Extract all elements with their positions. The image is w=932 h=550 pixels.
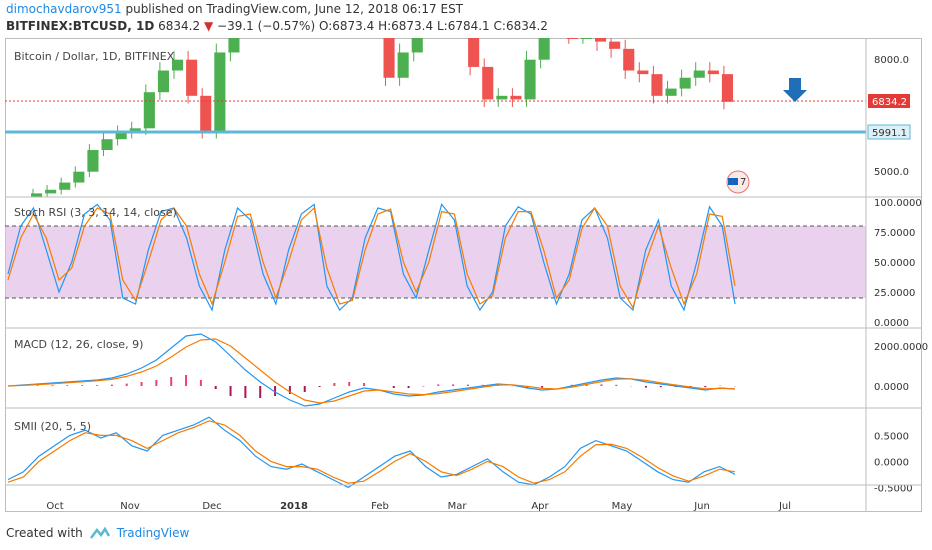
candle-body bbox=[693, 70, 705, 78]
published-text: published on TradingView.com, June 12, 2… bbox=[125, 2, 464, 16]
time-axis-label: Jun bbox=[693, 501, 710, 512]
high-value: H:6873.4 bbox=[378, 19, 434, 33]
time-axis: Oct Nov Dec 2018 Feb Mar Apr May Jun Jul bbox=[5, 38, 922, 512]
time-axis-label: 2018 bbox=[280, 501, 308, 512]
candle-body bbox=[538, 38, 550, 60]
price-tick-label: 5000.0 bbox=[874, 167, 909, 178]
close-value: C:6834.2 bbox=[493, 19, 548, 33]
smii-tick-label: -0.5000 bbox=[874, 483, 913, 494]
open-value: O:6873.4 bbox=[318, 19, 375, 33]
time-axis-label: Dec bbox=[202, 501, 221, 512]
stoch-series-line bbox=[7, 203, 736, 312]
candle-body bbox=[115, 131, 127, 140]
stoch-tick-label: 75.0000 bbox=[874, 228, 915, 239]
price-pane-title: Bitcoin / Dollar, 1D, BITFINEX bbox=[14, 50, 175, 63]
candle-body bbox=[101, 139, 113, 151]
macd-pane-title: MACD (12, 26, close, 9) bbox=[14, 338, 144, 351]
candle-body bbox=[707, 70, 719, 75]
candle-body bbox=[721, 74, 733, 102]
stoch-series-line bbox=[7, 206, 736, 310]
macd-tick-label: 0.0000 bbox=[874, 382, 909, 393]
price-tick-label: 8000.0 bbox=[874, 55, 909, 66]
smii-pane: 0.5000 0.0000 -0.5000 bbox=[7, 416, 913, 494]
created-with-text: Created with bbox=[6, 526, 83, 540]
candle-body bbox=[637, 70, 649, 75]
tradingview-link[interactable]: TradingView bbox=[116, 526, 190, 540]
stoch-tick-label: 25.0000 bbox=[874, 288, 915, 299]
candle-body bbox=[482, 66, 494, 100]
candle-body bbox=[129, 128, 141, 132]
candle-body bbox=[623, 48, 635, 71]
down-arrow-icon bbox=[783, 78, 807, 102]
macd-tick-label: 2000.0000 bbox=[874, 342, 928, 353]
candle-body bbox=[397, 52, 409, 78]
price-pane: 5991.1 6834.2 8000.0 5000.0 7 bbox=[5, 38, 911, 197]
candle-body bbox=[496, 95, 508, 100]
candle-body bbox=[524, 59, 536, 100]
candle-body bbox=[679, 77, 691, 89]
smii-tick-label: 0.0000 bbox=[874, 457, 909, 468]
candle-body bbox=[228, 38, 240, 53]
candle-body bbox=[411, 38, 423, 53]
last-price-tag bbox=[868, 94, 910, 108]
candle-body bbox=[157, 70, 169, 93]
candle-body bbox=[73, 171, 85, 183]
low-value: L:6784.1 bbox=[436, 19, 490, 33]
flag-count: 7 bbox=[740, 177, 746, 188]
publish-line: dimochavdarov951 published on TradingVie… bbox=[6, 2, 463, 16]
time-axis-label: Oct bbox=[46, 501, 63, 512]
smii-tick-label: 0.5000 bbox=[874, 431, 909, 442]
symbol-label: BITFINEX:BTCUSD, 1D bbox=[6, 19, 155, 33]
smii-series-line bbox=[7, 416, 736, 489]
time-axis-label: Mar bbox=[448, 501, 468, 512]
candle-body bbox=[31, 193, 43, 197]
ohlc-line: BITFINEX:BTCUSD, 1D 6834.2 ▼ −39.1 (−0.5… bbox=[6, 19, 548, 33]
last-price: 6834.2 bbox=[158, 19, 201, 33]
last-price-text: 6834.2 bbox=[872, 97, 907, 108]
macd-series-line bbox=[7, 338, 736, 404]
smii-pane-title: SMII (20, 5, 5) bbox=[14, 420, 92, 433]
candle-body bbox=[595, 38, 607, 42]
stoch-tick-label: 50.0000 bbox=[874, 258, 915, 269]
time-axis-label: Feb bbox=[371, 501, 389, 512]
time-axis-label: Jul bbox=[778, 501, 791, 512]
candle-body bbox=[87, 150, 99, 172]
candle-body bbox=[172, 59, 184, 71]
candle-body bbox=[200, 95, 212, 132]
candle-body bbox=[609, 41, 621, 49]
candle-body bbox=[45, 189, 57, 194]
candle-body bbox=[383, 38, 395, 78]
author-link[interactable]: dimochavdarov951 bbox=[6, 2, 122, 16]
time-axis-label: Apr bbox=[531, 501, 549, 512]
stoch-rsi-pane: 100.0000 75.0000 50.0000 25.0000 0.0000 bbox=[5, 198, 922, 329]
candle-body bbox=[214, 52, 226, 132]
candle-body bbox=[59, 182, 71, 190]
time-axis-label: Nov bbox=[120, 501, 140, 512]
candle-body bbox=[186, 59, 198, 96]
macd-pane: 2000.0000 0.0000 bbox=[7, 333, 928, 407]
stoch-tick-label: 0.0000 bbox=[874, 318, 909, 329]
tradingview-logo-icon bbox=[89, 526, 110, 539]
stoch-tick-label: 100.0000 bbox=[874, 198, 922, 209]
smii-series-line bbox=[7, 420, 736, 484]
stoch-pane-title: Stoch RSI (3, 3, 14, 14, close) bbox=[14, 206, 177, 219]
macd-series-line bbox=[7, 333, 736, 407]
support-price-tag bbox=[867, 124, 911, 140]
down-triangle-icon: ▼ bbox=[203, 19, 214, 33]
footer: Created with TradingView bbox=[6, 526, 189, 540]
flag-icon bbox=[728, 178, 738, 185]
support-price-text: 5991.1 bbox=[872, 128, 907, 139]
candle-body bbox=[143, 92, 155, 129]
candle-body bbox=[510, 95, 522, 100]
candle-body bbox=[566, 38, 578, 39]
candle-body bbox=[665, 88, 677, 96]
candle-body bbox=[651, 74, 663, 96]
time-axis-label: May bbox=[612, 501, 633, 512]
candle-body bbox=[580, 38, 592, 39]
candle-body bbox=[468, 38, 480, 67]
change-value: −39.1 (−0.57%) bbox=[217, 19, 316, 33]
